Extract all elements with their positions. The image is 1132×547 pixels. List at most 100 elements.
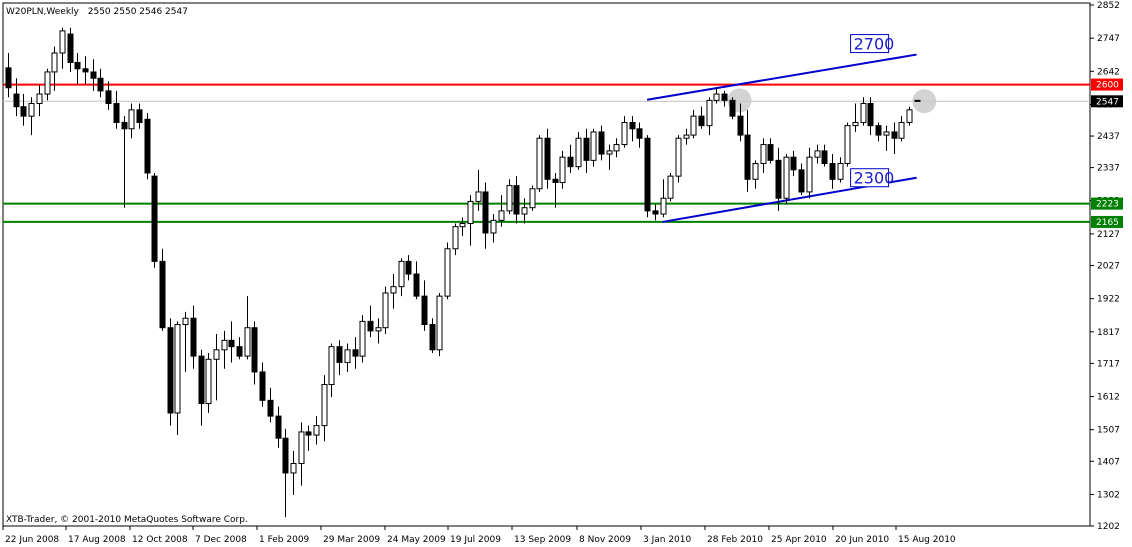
candles-layer <box>5 27 921 518</box>
candle-body <box>737 115 744 136</box>
candle-body <box>59 30 66 54</box>
level-price-box <box>1091 78 1123 91</box>
x-tick-label: 8 Nov 2009 <box>579 535 631 545</box>
candle-body <box>506 185 513 212</box>
candle-body <box>621 121 628 146</box>
candle-body <box>51 52 58 73</box>
candle-body <box>829 163 836 180</box>
candle-body <box>798 169 805 193</box>
plot-area-frame <box>2 2 1091 527</box>
candle-body <box>521 207 528 215</box>
candle-body <box>660 197 667 215</box>
candle-body <box>352 349 359 357</box>
x-tick-label: 17 Aug 2008 <box>68 535 126 545</box>
candle-body <box>559 156 566 183</box>
candle-body <box>567 156 574 168</box>
y-tick-label: 1612 <box>1097 393 1120 403</box>
candle-body <box>444 248 451 297</box>
y-tick-label: 2747 <box>1097 34 1120 44</box>
x-tick-label: 29 Mar 2009 <box>323 535 380 545</box>
candle-body <box>914 99 921 102</box>
candle-body <box>190 317 197 357</box>
x-tick-label: 24 May 2009 <box>387 535 446 545</box>
candle-body <box>683 134 690 139</box>
candle-body <box>498 210 505 221</box>
candle-body <box>883 131 890 136</box>
candle-body <box>259 371 266 401</box>
candle-body <box>690 115 697 136</box>
level-price-label: 2223 <box>1096 200 1119 210</box>
y-tick-label: 1507 <box>1097 426 1120 436</box>
time-axis: 22 Jun 2008 17 Aug 2008 12 Oct 2008 7 Dec 2… <box>2 526 956 545</box>
candle-body <box>321 384 328 427</box>
current-price-label: 2547 <box>1096 97 1119 107</box>
candle-body <box>536 137 543 190</box>
candle-body <box>13 93 20 108</box>
x-tick-label: 19 Jul 2009 <box>450 535 501 545</box>
candle-body <box>28 103 35 117</box>
candle-body <box>182 317 189 326</box>
candle-body <box>698 115 705 127</box>
y-tick-label: 1202 <box>1097 522 1120 532</box>
candle-body <box>598 131 605 155</box>
candle-body <box>606 150 613 155</box>
trendline-label-2300: 2300 <box>854 169 895 188</box>
candle-body <box>128 109 135 130</box>
candle-body <box>721 93 728 101</box>
candle-body <box>375 327 382 332</box>
x-tick-label: 22 Jun 2008 <box>5 535 59 545</box>
candle-body <box>814 150 821 158</box>
trendline-label-box <box>850 168 890 188</box>
ohlc-readout: 2550 2550 2546 2547 <box>88 7 188 17</box>
candle-body <box>359 320 366 357</box>
x-tick-label: 7 Dec 2008 <box>195 535 247 545</box>
level-price-box <box>1091 215 1123 228</box>
candle-body <box>459 223 466 228</box>
candle-body <box>82 68 89 73</box>
y-tick-label: 1302 <box>1097 490 1120 500</box>
candle-body <box>367 320 374 332</box>
y-tick-label: 1717 <box>1097 359 1120 369</box>
candle-body <box>860 103 867 123</box>
y-tick-label: 1817 <box>1097 328 1120 338</box>
current-price-box <box>1091 95 1123 108</box>
candle-body <box>429 324 436 351</box>
y-tick-label: 2642 <box>1097 67 1120 77</box>
candle-body <box>198 355 205 404</box>
candle-body <box>844 125 851 165</box>
candle-body <box>613 144 620 152</box>
candle-body <box>228 339 235 348</box>
candle-body <box>583 137 590 161</box>
candle-body <box>706 99 713 127</box>
level-price-label: 2600 <box>1096 81 1119 91</box>
y-tick-label: 2337 <box>1097 164 1120 174</box>
y-tick-label: 2852 <box>1097 1 1120 11</box>
candle-body <box>398 260 405 288</box>
candle-body <box>267 399 274 417</box>
candle-body <box>436 295 443 351</box>
candle-body <box>452 226 459 250</box>
candle-body <box>544 137 551 180</box>
candle-body <box>167 327 174 414</box>
trendline-2700 <box>646 53 917 101</box>
candle-body <box>482 191 489 234</box>
candle-body <box>552 178 559 183</box>
candle-body <box>529 188 536 209</box>
highlight-circle <box>912 89 937 114</box>
candle-body <box>629 121 636 130</box>
y-tick-label: 2027 <box>1097 262 1120 272</box>
candle-body <box>251 327 258 373</box>
candle-body <box>852 121 859 127</box>
candle-body <box>475 191 482 202</box>
candle-body <box>405 260 412 275</box>
y-tick-label: 1922 <box>1097 295 1120 305</box>
candle-body <box>790 156 797 171</box>
candle-body <box>875 125 882 136</box>
candle-body <box>467 200 474 225</box>
candle-body <box>644 137 651 212</box>
level-price-box <box>1091 197 1123 210</box>
candle-body <box>652 210 659 215</box>
trendline-label-box <box>850 34 890 54</box>
price-axis: 2852274726422537243723372233212720271922… <box>1090 1 1123 532</box>
